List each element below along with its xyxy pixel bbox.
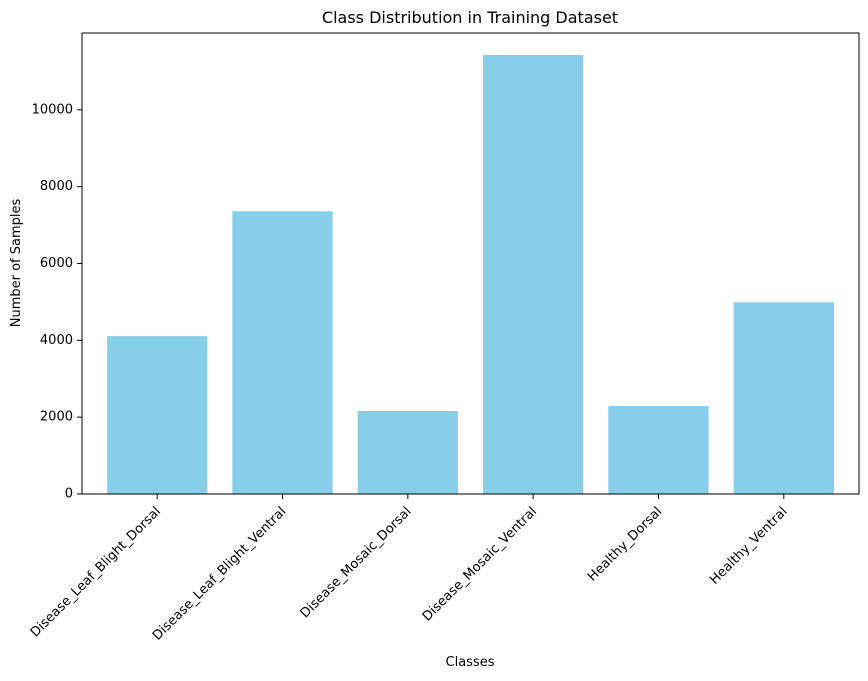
y-tick-label-3: 6000: [40, 256, 73, 271]
x-axis-label: Classes: [446, 655, 495, 670]
x-tick-label-4: Healthy_Dorsal: [585, 504, 665, 584]
y-axis-label: Number of Samples: [9, 199, 24, 328]
bar-0: [107, 336, 208, 494]
y-tick-label-2: 4000: [40, 333, 73, 348]
bar-3: [483, 54, 584, 495]
y-tick-label-0: 0: [65, 487, 73, 502]
bar-4: [608, 406, 709, 494]
bar-5: [733, 302, 834, 494]
x-tick-label-5: Healthy_Ventral: [707, 504, 790, 587]
x-tick-label-1: Disease_Leaf_Blight_Ventral: [150, 504, 289, 643]
x-tick-label-0: Disease_Leaf_Blight_Dorsal: [28, 504, 164, 640]
x-tick-label-3: Disease_Mosaic_Ventral: [420, 504, 540, 624]
bar-2: [357, 411, 458, 494]
x-axis: Disease_Leaf_Blight_DorsalDisease_Leaf_B…: [28, 494, 791, 644]
bars-group: [107, 54, 834, 495]
x-tick-label-2: Disease_Mosaic_Dorsal: [298, 504, 415, 621]
plot-frame: [81, 32, 860, 495]
y-tick-label-4: 8000: [40, 179, 73, 194]
y-tick-label-1: 2000: [40, 410, 73, 425]
y-tick-label-5: 10000: [32, 102, 73, 117]
y-axis: 0 2000 4000 6000 8000 10000: [32, 102, 82, 502]
bar-1: [232, 211, 333, 494]
chart-title: Class Distribution in Training Dataset: [322, 8, 618, 27]
